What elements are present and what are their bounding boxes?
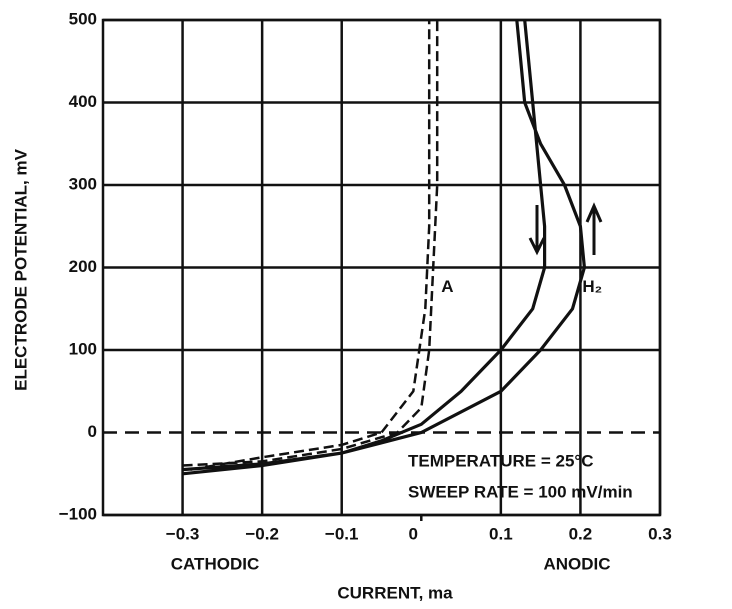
x-axis-label: CURRENT, ma <box>337 583 453 602</box>
annotation: ANODIC <box>543 554 610 573</box>
y-tick-label: −100 <box>59 504 97 523</box>
x-tick-label: −0.2 <box>245 524 279 543</box>
y-tick-label: 400 <box>69 92 97 111</box>
x-tick-label: 0.2 <box>569 524 593 543</box>
y-tick-label: 100 <box>69 339 97 358</box>
x-tick-label: 0.3 <box>648 524 672 543</box>
x-tick-label: 0 <box>409 524 418 543</box>
annotation-background <box>404 446 658 512</box>
y-tick-label: 200 <box>69 257 97 276</box>
y-tick-label: 300 <box>69 174 97 193</box>
y-tick-label: 500 <box>69 9 97 28</box>
x-tick-label: 0.1 <box>489 524 513 543</box>
y-axis-label: ELECTRODE POTENTIAL, mV <box>11 148 30 390</box>
y-tick-label: 0 <box>88 422 97 441</box>
arrow <box>585 202 603 255</box>
series-line <box>182 20 439 471</box>
series-line <box>182 19 587 476</box>
series-label: H₂ <box>582 277 602 296</box>
x-tick-label: −0.1 <box>325 524 359 543</box>
arrow <box>528 205 546 256</box>
series-label: A <box>441 277 453 296</box>
annotation: SWEEP RATE = 100 mV/min <box>408 482 633 501</box>
x-tick-label: −0.3 <box>166 524 200 543</box>
annotation: CATHODIC <box>171 554 259 573</box>
